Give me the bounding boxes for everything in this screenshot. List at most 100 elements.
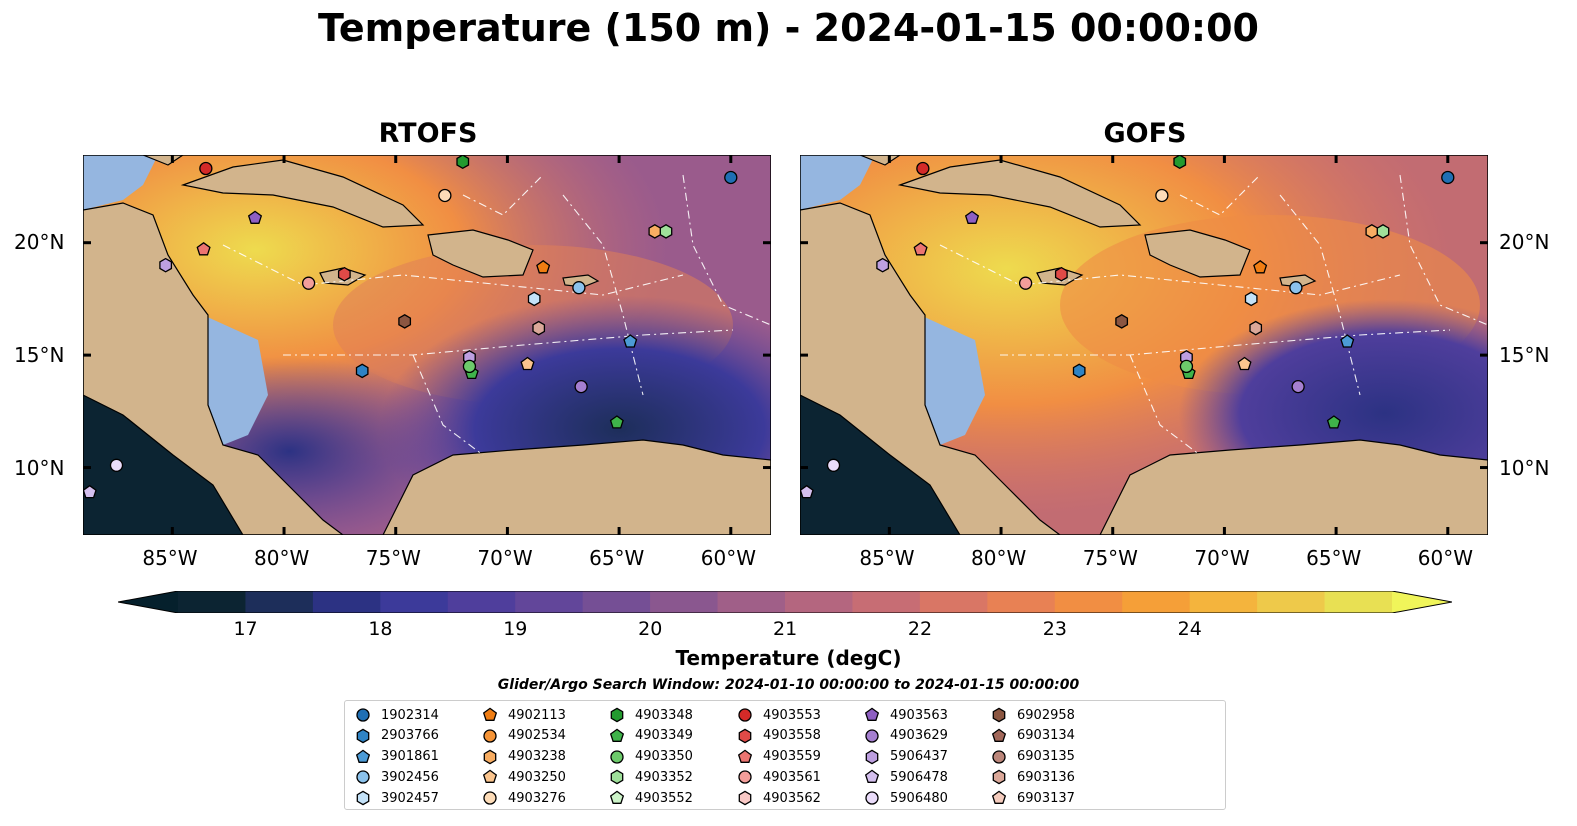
- legend-marker-4903563: [864, 707, 880, 721]
- legend-marker-6903136: [992, 770, 1006, 785]
- pentagon-marker-icon: [991, 728, 1007, 742]
- pentagon-marker-icon: [609, 790, 625, 805]
- legend-item: 6903134: [991, 726, 1075, 746]
- pacific-cold: [83, 395, 243, 535]
- legend-item: 5906478: [864, 767, 948, 787]
- colorbar-segment: [515, 591, 584, 613]
- float-marker-4903350: [462, 359, 477, 374]
- float-marker-4903352: [659, 224, 673, 239]
- pentagon-marker-icon: [355, 749, 371, 763]
- legend-marker-6903137: [991, 790, 1007, 805]
- legend-item-label: 4903563: [890, 707, 948, 723]
- hispaniola-land: [427, 229, 534, 278]
- legend-item-label: 4903552: [635, 790, 693, 806]
- legend: 1902314 2903766 3901861 3902456 3902457 49021…: [344, 700, 1226, 810]
- legend-marker-4903352: [610, 770, 624, 785]
- legend-marker-4903348: [610, 707, 624, 723]
- legend-marker-4903553: [738, 708, 752, 722]
- legend-item: 4903563: [864, 705, 948, 725]
- rtofs-map: [83, 155, 771, 535]
- legend-item: 4903352: [609, 767, 693, 787]
- legend-item: 5906437: [864, 747, 948, 767]
- pentagon-marker-icon: [864, 707, 880, 721]
- hexagon-marker-icon: [865, 749, 879, 764]
- float-marker-6902958: [1115, 314, 1129, 329]
- float-marker-4903250: [1237, 356, 1252, 371]
- legend-item: 6903135: [991, 747, 1075, 767]
- float-marker-4903559: [196, 241, 211, 256]
- circle-marker-icon: [356, 708, 370, 722]
- float-marker-4903553: [916, 161, 930, 176]
- gulf-shelf: [83, 155, 158, 210]
- float-marker-5906480: [109, 458, 124, 472]
- panel-title-rtofs: RTOFS: [378, 118, 478, 149]
- float-marker-4903563: [247, 210, 263, 224]
- legend-marker-4903629: [865, 729, 879, 743]
- colorbar-over-arrow: [1392, 591, 1452, 613]
- panel-title-gofs: GOFS: [1103, 118, 1187, 149]
- legend-item: 4903559: [737, 747, 821, 767]
- lon-label-rtofs: 60°W: [700, 546, 757, 570]
- pacific-cold: [800, 395, 960, 535]
- legend-marker-4903238: [483, 749, 497, 764]
- legend-item: 4903250: [482, 767, 566, 787]
- float-marker-3901861: [623, 334, 638, 348]
- legend-item-label: 6903135: [1017, 749, 1075, 765]
- lon-label-gofs: 60°W: [1417, 546, 1474, 570]
- float-marker-4903558: [1054, 266, 1068, 282]
- float-marker-4902113: [1253, 259, 1268, 274]
- cuba-land: [897, 159, 1142, 228]
- circle-marker-icon: [610, 749, 624, 764]
- colorbar-segment: [1257, 591, 1326, 613]
- pentagon-marker-icon: [482, 769, 498, 784]
- float-marker-4903349: [609, 415, 624, 429]
- colorbar-segment: [178, 591, 246, 613]
- float-marker-4903348: [1173, 155, 1187, 170]
- float-marker-4903629: [1291, 379, 1305, 394]
- float-marker-4903238: [1365, 224, 1379, 239]
- legend-item-label: 4903559: [763, 749, 821, 765]
- colorbar-segment: [1189, 591, 1258, 613]
- legend-item: 6903136: [991, 767, 1075, 787]
- float-marker-4903559: [913, 241, 928, 256]
- float-marker-3902456: [572, 281, 586, 295]
- legend-item: 4903552: [609, 788, 693, 808]
- legend-item-label: 4903350: [635, 749, 693, 765]
- float-marker-6902958: [398, 314, 412, 329]
- hexagon-marker-icon: [992, 707, 1006, 723]
- lon-label-rtofs: 65°W: [589, 546, 645, 570]
- float-markers: [800, 155, 1455, 499]
- float-marker-5906478: [83, 484, 97, 499]
- legend-item-label: 3901861: [381, 749, 439, 765]
- legend-marker-1902314: [356, 708, 370, 722]
- legend-marker-6903134: [991, 728, 1007, 742]
- float-marker-4903250: [520, 356, 535, 371]
- colorbar-tick-label: 23: [1042, 618, 1067, 640]
- legend-item-label: 4903352: [635, 769, 693, 785]
- central-america-land: [800, 202, 1061, 535]
- colorbar-segment: [852, 591, 921, 613]
- colorbar-segment: [245, 591, 314, 613]
- float-marker-5906480: [826, 458, 841, 472]
- south-america-land: [382, 439, 771, 535]
- lat-label-right-15: 15°N: [1499, 343, 1550, 367]
- legend-item: 4903350: [609, 747, 693, 767]
- float-marker-6903136: [1249, 320, 1263, 336]
- colorbar-tick-label: 18: [368, 618, 393, 640]
- circle-marker-icon: [738, 770, 752, 785]
- colorbar-segment: [380, 591, 449, 613]
- circle-marker-icon: [738, 708, 752, 722]
- circle-marker-icon: [483, 729, 497, 743]
- float-marker-4903563: [964, 210, 980, 224]
- legend-item: 1902314: [355, 705, 439, 725]
- lon-label-rtofs: 85°W: [142, 546, 198, 570]
- colorbar-tick-label: 22: [907, 618, 933, 640]
- colorbar-segment: [312, 591, 381, 613]
- legend-item-label: 4903250: [508, 769, 566, 785]
- float-marker-3902456: [1289, 281, 1303, 295]
- float-marker-6903136: [532, 320, 546, 336]
- colorbar-segment: [1122, 591, 1191, 613]
- legend-marker-6902958: [992, 707, 1006, 723]
- legend-item-label: 4903276: [508, 790, 566, 806]
- legend-marker-3902457: [356, 790, 370, 806]
